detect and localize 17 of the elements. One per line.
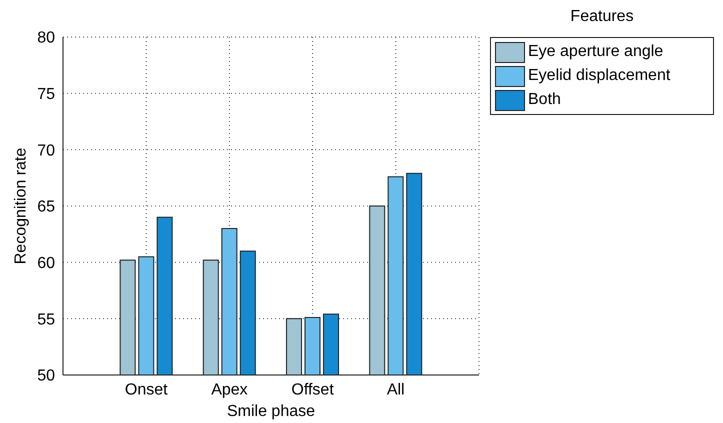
- y-tick-label: 60: [37, 255, 56, 272]
- x-axis-title: Smile phase: [226, 403, 316, 420]
- legend-label: Eye aperture angle: [528, 43, 664, 61]
- y-tick-label: 70: [37, 142, 56, 160]
- x-tick-label: Apex: [211, 381, 248, 398]
- y-tick-label: 55: [37, 311, 56, 328]
- y-tick-label: 75: [37, 86, 56, 104]
- legend-label: Eyelid displacement: [528, 67, 670, 85]
- y-tick-label: 50: [37, 368, 56, 385]
- y-tick-label: 65: [37, 198, 56, 216]
- x-tick-label: All: [386, 381, 405, 398]
- y-axis-title: Recognition rate: [12, 148, 30, 264]
- legend-title: Features: [569, 7, 635, 27]
- x-tick-label: Offset: [291, 381, 334, 398]
- x-tick-label: Onset: [124, 381, 168, 398]
- y-tick-label: 80: [37, 30, 56, 47]
- legend-label: Both: [528, 91, 561, 109]
